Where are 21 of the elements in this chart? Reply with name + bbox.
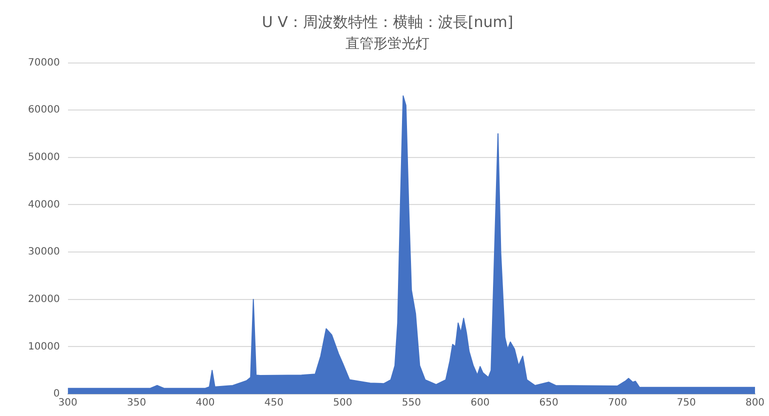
x-tick-label: 300	[58, 398, 78, 409]
x-tick-label: 400	[196, 398, 215, 409]
x-tick-label: 550	[402, 398, 421, 409]
chart-title: U V：周波数特性：横軸：波長[num]	[262, 12, 514, 31]
x-tick-label: 750	[676, 398, 696, 409]
y-tick-label: 40000	[28, 199, 60, 210]
x-tick-label: 700	[608, 398, 628, 409]
x-tick-label: 500	[333, 398, 352, 409]
chart-subtitle: 直管形蛍光灯	[346, 36, 430, 52]
x-tick-label: 650	[539, 398, 558, 409]
x-tick-label: 800	[745, 398, 765, 409]
x-tick-label: 450	[264, 398, 284, 409]
y-tick-label: 30000	[28, 246, 60, 258]
x-tick-label: 350	[126, 398, 146, 409]
y-tick-label: 60000	[28, 104, 60, 116]
y-tick-label: 0	[53, 388, 60, 400]
y-tick-label: 10000	[28, 341, 60, 352]
y-tick-label: 50000	[28, 152, 60, 164]
x-tick-label: 600	[470, 398, 490, 409]
y-tick-label: 20000	[28, 294, 60, 305]
y-tick-label: 70000	[28, 57, 60, 68]
